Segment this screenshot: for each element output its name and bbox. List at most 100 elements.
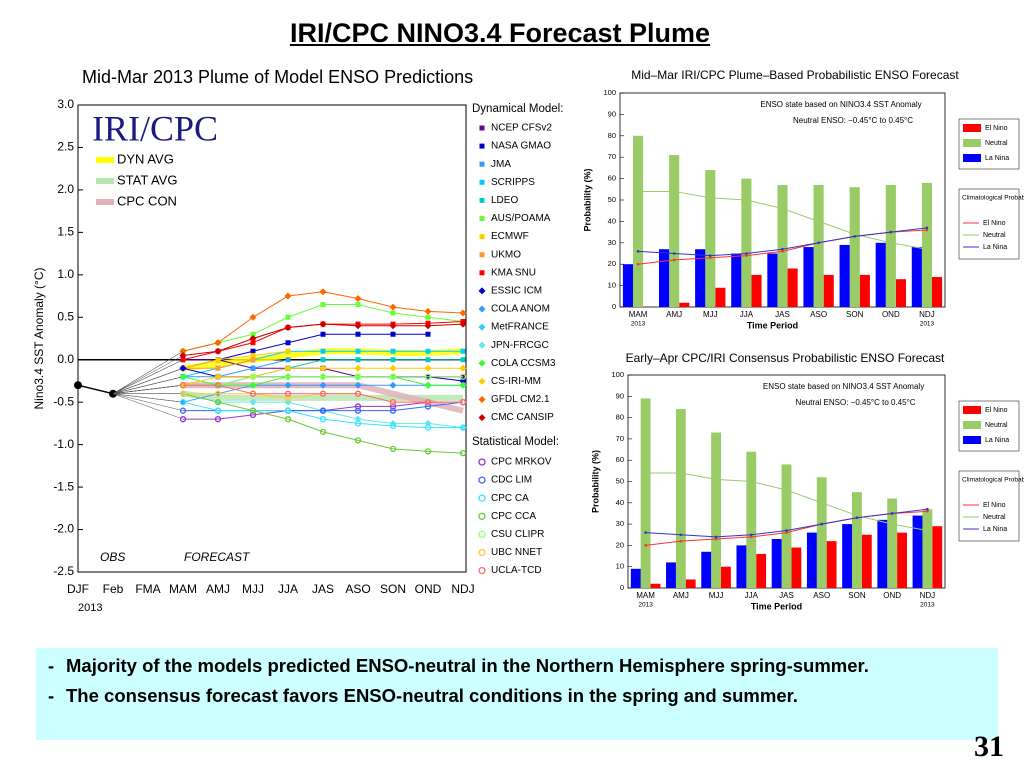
marker xyxy=(179,351,187,359)
legend-label: KMA SNU xyxy=(491,267,536,278)
legend-label: ESSIC ICM xyxy=(491,286,542,297)
climatology-point xyxy=(890,522,894,526)
x-tick-label: MAM xyxy=(629,310,648,319)
marker xyxy=(424,381,432,389)
marker xyxy=(424,403,432,410)
marker xyxy=(390,310,396,316)
marker xyxy=(320,357,326,363)
bar xyxy=(781,464,792,588)
climatology-point xyxy=(925,226,929,230)
legend-label: La Nina xyxy=(985,437,1009,444)
climatology-point xyxy=(820,501,824,505)
x-tick-label: JJA xyxy=(740,310,754,319)
fan-line xyxy=(112,351,184,394)
marker xyxy=(459,449,467,457)
marker xyxy=(250,365,256,371)
marker xyxy=(285,340,291,346)
climatology-point xyxy=(889,230,893,234)
model-line xyxy=(182,304,464,352)
y-tick-label: 1.0 xyxy=(57,267,74,281)
climatology-point xyxy=(785,529,788,532)
x-tick-label: JAS xyxy=(775,310,790,319)
bar xyxy=(650,583,661,588)
x-tick-label: OND xyxy=(882,310,900,319)
year-label: 2013 xyxy=(920,602,935,609)
marker xyxy=(355,348,361,354)
x-tick-label: AMJ xyxy=(206,582,230,596)
y-tick-label: -2.5 xyxy=(53,564,74,578)
x-tick-label: FMA xyxy=(135,582,160,596)
legend-label: La Nina xyxy=(985,155,1009,162)
bar xyxy=(787,268,798,307)
marker xyxy=(478,323,486,331)
climatology-point xyxy=(672,252,676,255)
marker xyxy=(215,365,221,371)
x-tick-label: NDJ xyxy=(451,582,474,596)
marker xyxy=(425,314,431,320)
bar xyxy=(640,398,651,588)
bar xyxy=(746,451,757,588)
bar xyxy=(756,553,767,588)
legend-label: DYN AVG xyxy=(117,151,174,166)
marker xyxy=(249,381,257,389)
marker xyxy=(389,403,397,410)
bar xyxy=(813,185,824,307)
bar xyxy=(859,274,870,307)
bar xyxy=(912,515,923,588)
marker xyxy=(425,348,431,354)
climatology-point xyxy=(679,539,683,543)
legend-label: El Nino xyxy=(985,407,1008,414)
y-tick-label: 10 xyxy=(616,562,624,571)
annotation: OBS xyxy=(100,550,125,564)
y-tick-label: 70 xyxy=(616,434,624,443)
x-axis-label: Time Period xyxy=(747,320,798,330)
x-tick-label: AMJ xyxy=(666,310,682,319)
x-tick-label: ASO xyxy=(345,582,370,596)
x-tick-label: MAM xyxy=(636,591,655,600)
marker xyxy=(479,270,485,276)
x-tick-label: AMJ xyxy=(673,591,689,600)
bar xyxy=(885,185,896,307)
x-tick-label: JJA xyxy=(745,591,759,600)
year-label: 2013 xyxy=(631,321,646,328)
marker xyxy=(214,390,222,397)
marker xyxy=(478,305,486,313)
legend-heading: Climatological Probability: xyxy=(962,477,1024,484)
y-tick-label: 10 xyxy=(608,281,616,290)
legend-heading: Dynamical Model: xyxy=(472,103,563,115)
legend-label: NASA GMAO xyxy=(491,141,551,152)
bar xyxy=(669,155,680,307)
slide-title: IRI/CPC NINO3.4 Forecast Plume xyxy=(289,18,711,48)
marker xyxy=(284,323,292,331)
climatology-point xyxy=(926,510,929,513)
marker xyxy=(425,357,431,363)
marker xyxy=(249,398,257,406)
marker xyxy=(390,357,396,363)
marker xyxy=(478,512,486,520)
marker xyxy=(478,341,486,349)
marker xyxy=(320,348,326,354)
x-tick-label: JAS xyxy=(779,591,794,600)
legend-label: UCLA-TCD xyxy=(491,565,542,576)
y-tick-label: 30 xyxy=(616,519,624,528)
legend-swatch xyxy=(963,436,981,444)
bar xyxy=(816,477,827,588)
y-tick-label: 80 xyxy=(608,131,616,140)
x-tick-label: SON xyxy=(380,582,406,596)
marker xyxy=(459,364,467,372)
marker xyxy=(319,320,327,328)
y-tick-label: 90 xyxy=(616,391,624,400)
fan-line xyxy=(112,393,184,411)
marker xyxy=(354,364,362,372)
marker xyxy=(285,357,291,363)
marker xyxy=(284,416,292,423)
marker xyxy=(354,407,362,414)
legend-swatch xyxy=(963,406,981,414)
legend-label: CPC CON xyxy=(117,193,177,208)
bar xyxy=(711,432,721,588)
marker xyxy=(459,309,467,317)
marker xyxy=(479,179,485,185)
legend-label: El Nino xyxy=(985,125,1008,132)
marker xyxy=(459,381,467,389)
bar xyxy=(679,302,690,307)
